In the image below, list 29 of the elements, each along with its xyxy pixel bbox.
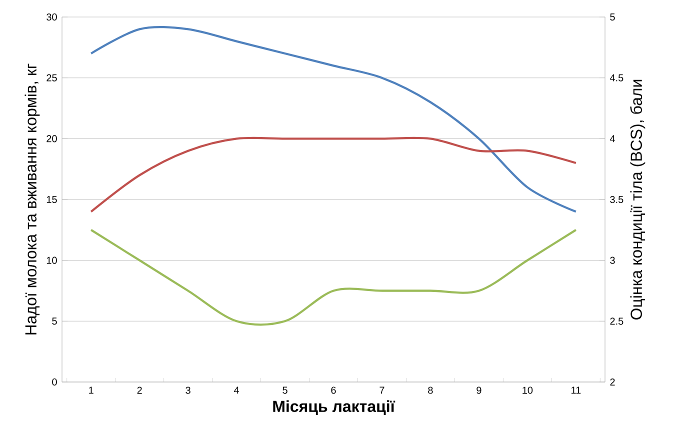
y-tick-label: 15	[46, 196, 57, 203]
y2-tick-label: 3.5	[610, 196, 624, 204]
line-series	[90, 136, 577, 213]
x-tick-label: 7	[380, 386, 384, 394]
y-axis-title: Надої молока та вживання кормів, кг	[24, 64, 40, 334]
x-tick-label: 6	[331, 386, 336, 394]
x-tick-label: 8	[428, 386, 433, 394]
y-tick-label: 30	[46, 13, 57, 21]
y-tick-label: 20	[46, 135, 57, 142]
y2-tick-label: 4.5	[610, 74, 624, 82]
y2-tick-label: 5	[610, 14, 615, 20]
y-tick-label: 0	[52, 378, 57, 386]
x-tick-label: 11	[571, 386, 581, 394]
x-axis-title: Місяць лактації	[273, 400, 396, 416]
x-tick-label: 9	[476, 386, 482, 394]
y-tick-label: 10	[46, 256, 57, 264]
y-tick-label: 25	[46, 74, 57, 82]
y-tick-label: 5	[52, 318, 57, 325]
x-tick-label: 4	[234, 386, 240, 394]
y2-tick-label: 2	[610, 378, 615, 386]
x-tick-label: 10	[522, 386, 533, 394]
y2-tick-label: 4	[610, 135, 615, 142]
x-tick-label: 2	[137, 386, 142, 394]
y2-tick-label: 2.5	[610, 318, 624, 325]
y2-axis-title: Оцінка кондиції тіла (BCS), бали	[630, 80, 646, 320]
x-tick-label: 1	[89, 386, 94, 394]
x-tick-label: 3	[186, 386, 190, 394]
x-tick-label: 5	[282, 386, 288, 394]
y2-tick-label: 3	[610, 256, 615, 264]
